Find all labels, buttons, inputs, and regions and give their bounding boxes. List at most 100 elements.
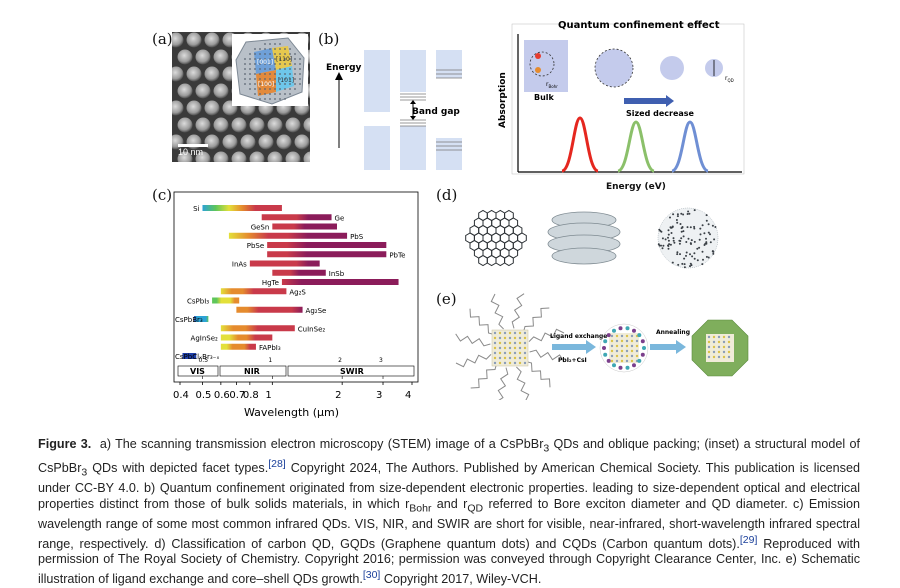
annealing-label: Annealing (656, 329, 690, 336)
cqd-atom (669, 216, 671, 219)
atom-dot (299, 58, 301, 60)
cqd-atom (678, 242, 681, 245)
shell-ion (625, 326, 630, 331)
caption-text-3: Copyright 2024, The Authors. Published b… (38, 461, 860, 511)
atom-dot (259, 63, 261, 65)
cqd-atom (679, 223, 682, 225)
cqd-atom (693, 225, 696, 228)
atom-dot (259, 73, 261, 75)
emission-bar (249, 260, 320, 267)
material-labels: Si Ge GeSn PbS PbSe PbTe InAs InSb HgTe Ag₂S CsPbI… (175, 205, 405, 361)
facet-100-label: [100] (258, 81, 274, 88)
core-atom (625, 354, 629, 358)
nanocrystal-dot (249, 117, 265, 133)
facet-110-label: [110] (276, 56, 292, 63)
cqd-atom (667, 229, 670, 232)
cqd-atom (670, 232, 673, 234)
core-atom (610, 334, 614, 338)
ref-29[interactable]: [29] (739, 533, 758, 546)
atom-dot (279, 68, 281, 70)
atom-dot (284, 98, 286, 100)
cqd-atom (667, 245, 670, 247)
core-atom (523, 346, 527, 350)
core-atom (722, 355, 726, 359)
atom-dot (249, 88, 251, 90)
core-atom (498, 341, 502, 345)
ref-28[interactable]: [28] (268, 458, 286, 471)
atom-dot (274, 98, 276, 100)
atom-dot (299, 83, 301, 85)
cqd-atom (689, 242, 692, 245)
facet-001-label: [001] (257, 59, 273, 66)
atom-dot (249, 53, 251, 55)
atom-dot (269, 63, 271, 65)
atom-dot (259, 88, 261, 90)
cqd-atom (662, 244, 665, 247)
atom-dot (259, 78, 261, 80)
shell-ion (637, 358, 642, 363)
bulk-box (524, 40, 568, 92)
material-label: GeSn (251, 224, 270, 232)
core-atom (615, 359, 619, 363)
cqd-atom (682, 235, 685, 238)
core-atom (508, 351, 512, 355)
atom-dot (259, 98, 261, 100)
ligand-chain (469, 308, 496, 336)
emission-bar (272, 223, 337, 230)
cqd-atom (681, 226, 684, 228)
nanocrystal-dot (168, 66, 184, 82)
cqd-atom (686, 226, 689, 229)
core-atom (717, 345, 721, 349)
bohr-circle (529, 51, 555, 77)
cqd-atom (676, 251, 679, 254)
energy-axis-arrow (335, 72, 343, 80)
core-atom (498, 351, 502, 355)
core-atom (610, 339, 614, 343)
nanocrystal-dot (177, 49, 193, 65)
energy-axis-label: Energy (326, 63, 362, 73)
core-atom (727, 345, 731, 349)
cqd-atom (701, 224, 704, 227)
atom-dot (274, 48, 276, 50)
core-atom (717, 335, 721, 339)
panel-b-confinement: Quantum confinement effect Absorption Bu… (496, 18, 748, 192)
core-atom (503, 336, 507, 340)
atom-dot (254, 78, 256, 80)
emission-bars (182, 205, 399, 359)
emission-bar (267, 251, 387, 258)
shell-ion (606, 358, 611, 363)
cqd-atom (711, 250, 714, 253)
atom-dot (264, 43, 266, 45)
core-atom (635, 339, 639, 343)
atom-dot (284, 53, 286, 55)
nanocrystal-dot (168, 100, 184, 116)
shell-ion (618, 326, 623, 331)
atom-dot (264, 73, 266, 75)
inner-tick-label: 3 (379, 357, 383, 364)
x-tick-label: 0.8 (243, 390, 259, 401)
cqd-atom (679, 240, 682, 242)
core-atom (523, 361, 527, 365)
cqd-atom (687, 210, 690, 213)
atom-dot (264, 48, 266, 50)
atom-dot (289, 78, 291, 80)
material-label: HgTe (262, 279, 279, 287)
cqd-atom (660, 244, 662, 247)
atom-dot (254, 53, 256, 55)
core-atom (620, 359, 624, 363)
core-atom (712, 355, 716, 359)
atom-dot (274, 73, 276, 75)
nanocrystal-dot (186, 100, 202, 116)
atom-dot (269, 83, 271, 85)
core-atom (615, 354, 619, 358)
panel-a-stem-image: [001] [110] [100] [101] 10 nm (168, 32, 319, 167)
atom-dot (289, 83, 291, 85)
ref-30[interactable]: [30] (362, 569, 381, 582)
nanocrystal-dot (177, 117, 193, 133)
atom-dot (284, 63, 286, 65)
cqd-atom (672, 213, 675, 216)
ligand-chain (516, 366, 530, 403)
core-atom (615, 344, 619, 348)
emission-bar (220, 334, 273, 341)
core-atom (493, 331, 497, 335)
